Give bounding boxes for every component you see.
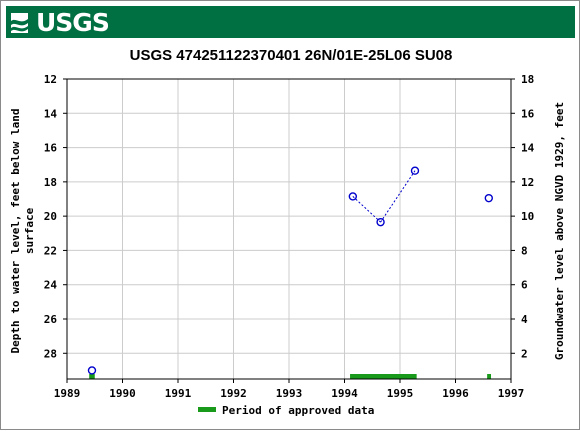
usgs-banner: USGS (6, 6, 575, 38)
data-point (87, 366, 97, 375)
y-right-tick-label: 6 (521, 279, 528, 292)
data-point (376, 217, 385, 227)
y-right-tick-label: 16 (521, 107, 535, 120)
y-right-tick-label: 12 (521, 176, 534, 189)
data-point (410, 166, 420, 175)
y-right-tick-label: 2 (521, 347, 528, 360)
x-tick-label: 1994 (331, 387, 358, 400)
grid-lines (66, 78, 512, 379)
y-left-tick-label: 20 (44, 210, 57, 223)
usgs-wave-icon (11, 13, 28, 33)
y-left-tick-label: 18 (44, 176, 57, 189)
x-tick-label: 1997 (498, 387, 525, 400)
x-tick-label: 1995 (387, 387, 414, 400)
legend-swatch (198, 407, 216, 412)
y-right-axis-label: Groundwater level above NGVD 1929, feet (553, 102, 566, 360)
y-right-tick-label: 10 (521, 210, 534, 223)
y-left-tick-label: 24 (44, 279, 58, 292)
y-left-axis-label-line2: surface (23, 207, 36, 254)
series-lines (352, 170, 416, 223)
x-tick-label: 1990 (109, 387, 136, 400)
x-tick-label: 1993 (276, 387, 303, 400)
approved-period-bar (89, 374, 95, 379)
y-left-axis-label-line1: Depth to water level, feet below land (9, 108, 22, 353)
y-left-tick-label: 22 (44, 244, 57, 257)
x-axis-ticks: 1989 1990 1991 1992 1993 1994 1995 1996 1997 (54, 379, 525, 400)
approved-period-bar (350, 374, 417, 379)
legend-label: Period of approved data (222, 404, 374, 417)
y-left-tick-label: 12 (44, 73, 57, 86)
data-points (87, 166, 493, 375)
series-segment (352, 196, 381, 223)
y-right-tick-label: 18 (521, 73, 534, 86)
y-right-tick-label: 8 (521, 244, 528, 257)
legend: Period of approved data (198, 404, 374, 417)
data-point (484, 193, 493, 203)
y-left-axis-ticks: 12 14 16 18 20 22 24 26 28 (44, 73, 67, 360)
approved-period-bar (487, 374, 492, 379)
y-right-axis-ticks: 18 16 14 12 10 8 6 4 2 (511, 73, 535, 360)
x-tick-label: 1992 (220, 387, 247, 400)
usgs-logo-text: USGS (36, 7, 110, 37)
y-right-tick-label: 14 (521, 142, 535, 155)
x-tick-label: 1991 (165, 387, 192, 400)
y-left-tick-label: 28 (44, 347, 57, 360)
y-left-tick-label: 16 (44, 142, 58, 155)
y-left-tick-label: 14 (44, 107, 58, 120)
approved-periods (89, 374, 492, 379)
series-segment (380, 170, 416, 223)
y-left-tick-label: 26 (44, 313, 58, 326)
usgs-logo[interactable]: USGS (8, 7, 110, 37)
x-tick-label: 1989 (54, 387, 81, 400)
y-right-tick-label: 4 (521, 313, 528, 326)
chart-title: USGS 474251122370401 26N/01E-25L06 SU08 (130, 47, 453, 64)
x-tick-label: 1996 (442, 387, 469, 400)
data-point (348, 192, 358, 201)
